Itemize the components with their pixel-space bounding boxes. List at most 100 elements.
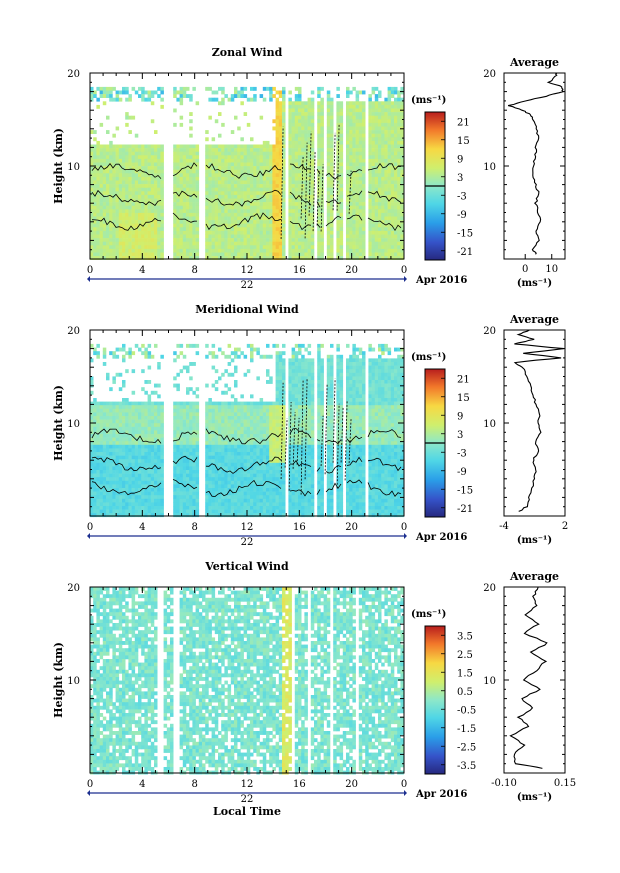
colorbar-tick-label: 3 bbox=[457, 173, 463, 184]
date-line-left-arrow bbox=[87, 790, 90, 796]
panel-title: Zonal Wind bbox=[212, 46, 283, 59]
colorbar-tick-label: 3 bbox=[457, 430, 463, 441]
average-x-tick-label: -4 bbox=[499, 521, 509, 532]
x-tick-label: 0 bbox=[401, 265, 407, 276]
average-profile-line bbox=[513, 329, 565, 512]
colorbar-tick-label: 3.5 bbox=[457, 631, 473, 642]
colorbar-tick-label: -15 bbox=[457, 228, 473, 239]
average-ticks bbox=[504, 72, 565, 260]
average-y-tick-label: 20 bbox=[483, 69, 496, 80]
contour-lines bbox=[91, 124, 402, 240]
x-tick-label: 16 bbox=[293, 265, 306, 276]
x-tick-label: 4 bbox=[139, 265, 145, 276]
date-label: 22 bbox=[241, 280, 254, 291]
x-tick-label: 0 bbox=[87, 522, 93, 533]
x-ticks bbox=[89, 330, 405, 516]
x-tick-label: 4 bbox=[139, 779, 145, 790]
heatmap-cells bbox=[90, 587, 404, 775]
average-y-tick-label: 20 bbox=[483, 326, 496, 337]
y-axis-label: Height (km) bbox=[52, 642, 65, 718]
colorbar bbox=[424, 625, 446, 775]
date-line-left-arrow bbox=[87, 533, 90, 539]
colorbar-tick-label: -1.5 bbox=[457, 724, 476, 735]
colorbar-ticks bbox=[441, 377, 445, 509]
average-profile-line bbox=[509, 586, 548, 769]
average-y-tick-label: 10 bbox=[483, 162, 496, 173]
colorbar-tick-label: 21 bbox=[457, 117, 470, 128]
panel-title: Meridional Wind bbox=[195, 303, 299, 316]
colorbar-tick-label: 9 bbox=[457, 154, 463, 165]
average-ticks bbox=[503, 586, 566, 774]
colorbar-tick-label: -15 bbox=[457, 485, 473, 496]
average-frame bbox=[503, 586, 566, 774]
x-tick-label: 8 bbox=[191, 779, 197, 790]
colorbar-tick-label: -2.5 bbox=[457, 742, 476, 753]
colorbar-tick-label: 9 bbox=[457, 411, 463, 422]
average-title: Average bbox=[509, 313, 559, 326]
colorbar-tick-label: 0.5 bbox=[457, 687, 473, 698]
average-frame bbox=[503, 72, 566, 260]
colorbar-tick-label: 15 bbox=[457, 136, 470, 147]
x-tick-label: 20 bbox=[345, 265, 358, 276]
average-y-tick-label: 10 bbox=[483, 419, 496, 430]
colorbar-tick-label: -9 bbox=[457, 467, 467, 478]
contour-lines bbox=[91, 377, 402, 498]
x-tick-label: 0 bbox=[87, 779, 93, 790]
average-x-tick-label: 0 bbox=[522, 264, 528, 275]
average-ticks bbox=[503, 329, 566, 517]
x-tick-label: 12 bbox=[241, 779, 254, 790]
average-x-label: (ms⁻¹) bbox=[517, 792, 552, 803]
y-ticks bbox=[90, 72, 404, 260]
date-label: 22 bbox=[241, 794, 254, 805]
average-title: Average bbox=[509, 56, 559, 69]
date-label: 22 bbox=[241, 537, 254, 548]
colorbar-tick-label: 15 bbox=[457, 393, 470, 404]
y-tick-label: 20 bbox=[67, 583, 80, 594]
y-ticks bbox=[90, 586, 404, 774]
date-line-right-arrow bbox=[404, 790, 407, 796]
y-ticks bbox=[90, 329, 404, 517]
x-axis-label: Local Time bbox=[213, 805, 281, 818]
x-ticks bbox=[89, 587, 405, 773]
date-line-right-arrow bbox=[404, 533, 407, 539]
x-tick-label: 8 bbox=[191, 265, 197, 276]
date-line-left-arrow bbox=[87, 276, 90, 282]
average-x-tick-label: 10 bbox=[545, 264, 558, 275]
y-tick-label: 10 bbox=[67, 162, 80, 173]
colorbar-tick-label: -3 bbox=[457, 448, 467, 459]
x-tick-label: 16 bbox=[293, 779, 306, 790]
average-x-tick-label: 2 bbox=[562, 521, 568, 532]
panel-title: Vertical Wind bbox=[204, 560, 289, 573]
colorbar-unit: (ms⁻¹) bbox=[411, 609, 446, 620]
x-tick-label: 0 bbox=[401, 522, 407, 533]
y-axis-label: Height (km) bbox=[52, 385, 65, 461]
y-tick-label: 10 bbox=[67, 419, 80, 430]
colorbar-unit: (ms⁻¹) bbox=[411, 95, 446, 106]
colorbar-tick-label: 21 bbox=[457, 374, 470, 385]
x-tick-label: 12 bbox=[241, 522, 254, 533]
average-x-tick-label: -0.10 bbox=[491, 778, 517, 789]
date-suffix: Apr 2016 bbox=[415, 275, 467, 286]
x-tick-label: 0 bbox=[401, 779, 407, 790]
y-tick-label: 20 bbox=[67, 69, 80, 80]
x-tick-label: 20 bbox=[345, 779, 358, 790]
average-x-label: (ms⁻¹) bbox=[517, 278, 552, 289]
average-profile-line bbox=[507, 72, 565, 255]
average-x-label: (ms⁻¹) bbox=[517, 535, 552, 546]
colorbar-ticks bbox=[441, 634, 445, 766]
colorbar-tick-label: -9 bbox=[457, 210, 467, 221]
colorbar-tick-label: 2.5 bbox=[457, 650, 473, 661]
colorbar-ticks bbox=[441, 120, 445, 252]
date-suffix: Apr 2016 bbox=[415, 532, 467, 543]
y-tick-label: 20 bbox=[67, 326, 80, 337]
colorbar-tick-label: -21 bbox=[457, 247, 473, 258]
average-x-tick-label: 0.15 bbox=[554, 778, 576, 789]
average-y-tick-label: 20 bbox=[483, 583, 496, 594]
date-line-right-arrow bbox=[404, 276, 407, 282]
y-axis-label: Height (km) bbox=[52, 128, 65, 204]
heatmap-cells bbox=[90, 343, 404, 518]
